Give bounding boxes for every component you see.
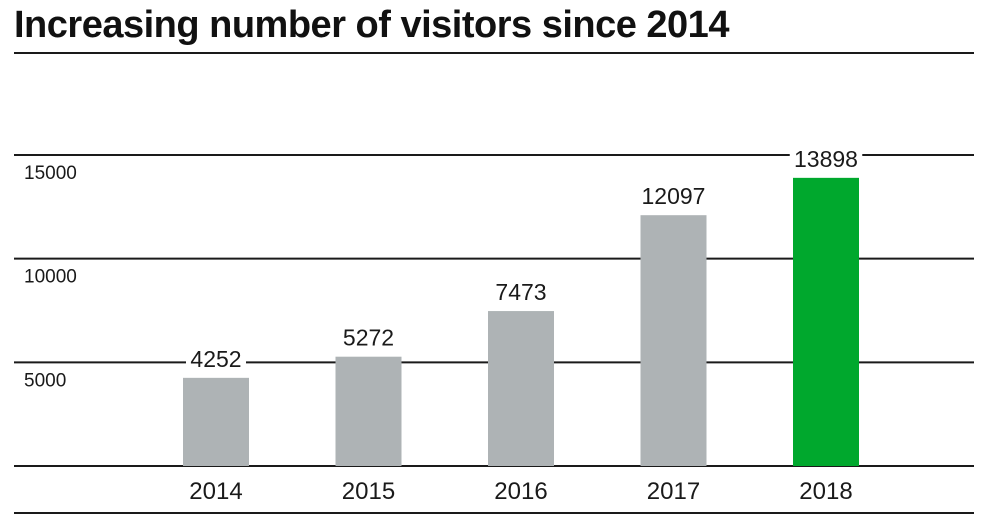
y-tick-label-15000: 15000 (24, 163, 77, 184)
y-tick-label-5000: 5000 (24, 370, 66, 391)
title-underline (14, 52, 974, 54)
bar-2017 (640, 215, 707, 466)
data-label-2014: 4252 (190, 346, 241, 372)
x-tick-label-2014: 2014 (189, 478, 242, 505)
bar-2018 (793, 177, 859, 466)
data-label-2017: 12097 (642, 183, 706, 209)
x-tick-label-2018: 2018 (799, 478, 852, 505)
bar-2016 (488, 311, 554, 466)
data-label-bg-2014 (186, 344, 246, 373)
bar-2014 (183, 377, 249, 466)
x-tick-label-2017: 2017 (647, 478, 700, 505)
data-label-bg-2018 (789, 144, 863, 173)
data-label-2018: 13898 (794, 146, 858, 172)
x-tick-label-2016: 2016 (494, 478, 547, 505)
chart-title: Increasing number of visitors since 2014 (14, 4, 729, 46)
x-tick-label-2015: 2015 (342, 478, 395, 505)
bar-2015 (335, 356, 402, 466)
data-label-bg-2016 (491, 278, 551, 307)
y-tick-label-10000: 10000 (24, 267, 77, 288)
data-label-bg-2017 (637, 182, 710, 211)
data-label-bg-2015 (338, 323, 399, 352)
data-label-2016: 7473 (495, 279, 546, 305)
data-label-2015: 5272 (343, 325, 394, 351)
